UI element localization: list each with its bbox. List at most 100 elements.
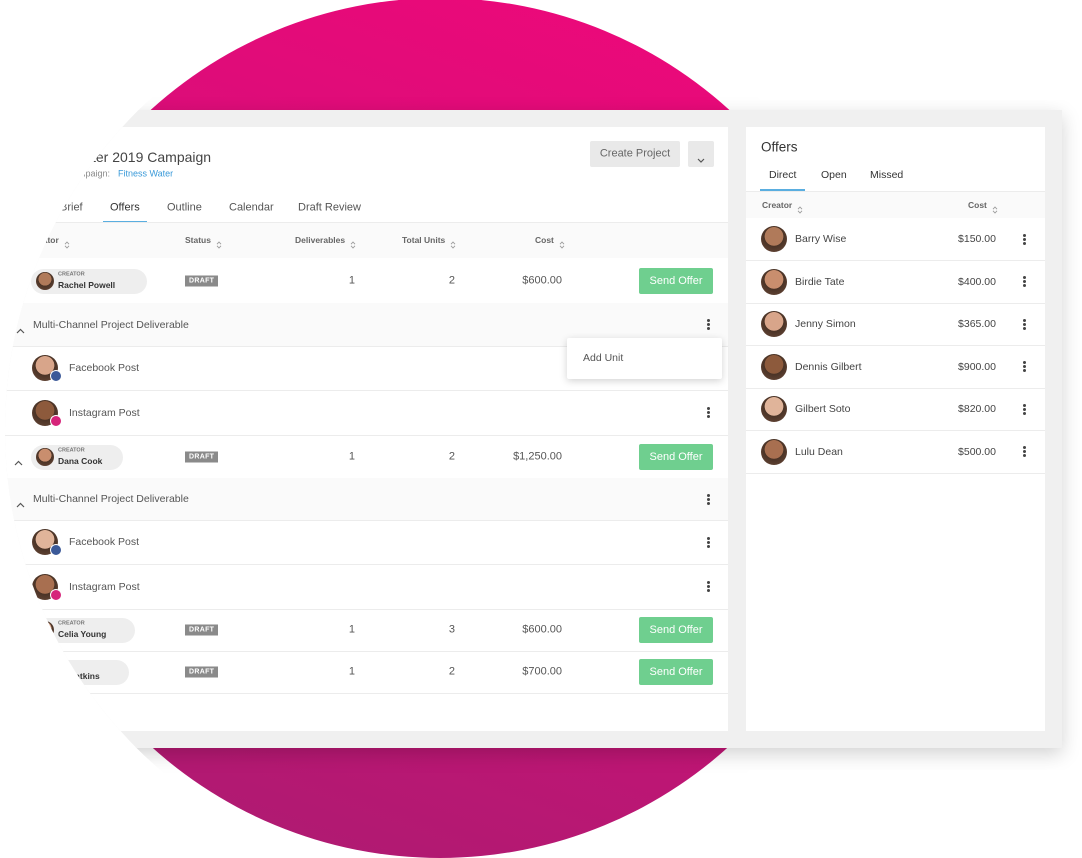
sort-icon [450,236,456,244]
sort-icon-svg [216,241,222,249]
post-label: Instagram Post [69,580,140,593]
create-project-label: Create Project [599,147,671,160]
offer-cost: $365.00 [958,317,996,330]
column-header[interactable]: Status [185,234,211,245]
chevron-down-svg [697,158,705,164]
deliverables: 1 [348,665,355,678]
offer-name: Gilbert Soto [795,402,851,415]
offer-cost: $900.00 [958,360,996,373]
creator-name: ie Watkins [58,670,100,681]
row-divider [0,435,728,436]
chevron-down [697,151,705,157]
offer-cost: $400.00 [958,275,996,288]
offers-header [746,191,1045,218]
send-offer-button[interactable]: Send Offer [639,268,713,294]
row-divider [746,260,1045,261]
offer-name: Barry Wise [795,232,847,245]
menu-item[interactable]: Add Unit [583,351,624,364]
cost: $1,250.00 [513,450,562,462]
row-divider [746,473,1045,474]
avatar [761,311,787,337]
more-menu-button[interactable] [707,323,710,326]
avatar [761,354,787,380]
network-badge [50,370,62,382]
row-divider [0,390,728,391]
avatar [36,272,54,290]
status-badge: DRAFT [185,667,218,678]
offers-tab[interactable]: Missed [870,168,904,181]
deliverables: 1 [348,623,355,636]
more-menu-button[interactable] [707,585,710,588]
collapse-caret-svg [14,633,23,639]
sort-icon-svg [450,241,456,249]
offers-tab[interactable]: Direct [769,168,797,181]
creator-tag: CREATOR [58,446,85,453]
total-units: 2 [448,274,455,286]
sort-icon [559,236,565,244]
tab[interactable]: Calendar [229,201,274,214]
tab[interactable]: Outline [167,201,202,214]
more-menu-button[interactable] [1023,238,1026,241]
avatar [761,269,787,295]
avatar [761,396,787,422]
collapse-caret [14,277,23,283]
collapse-caret-svg [14,675,23,681]
post-label: Facebook Post [69,361,140,374]
sort-icon-svg [350,241,356,249]
column-header[interactable]: Deliverables [295,234,346,245]
total-units: 2 [448,450,455,462]
avatar [761,226,787,252]
avatar [36,621,54,639]
send-offer-button[interactable]: Send Offer [639,444,713,470]
column-header[interactable]: Total Units [402,234,446,245]
more-menu-button[interactable] [707,498,710,501]
offers-tab[interactable]: Open [821,168,847,181]
table-header [0,223,728,258]
status-badge: DRAFT [185,625,218,636]
offer-cost: $820.00 [958,402,996,415]
tab[interactable]: Draft Review [298,201,361,214]
offer-cost: $150.00 [958,232,996,245]
tab[interactable]: Offers [110,201,140,214]
deliverable-label: Multi-Channel Project Deliverable [33,318,189,331]
row-divider [746,388,1045,389]
tab[interactable]: Brief [60,201,83,214]
sort-icon-svg [797,206,803,214]
context-menu [567,338,722,379]
campaign-link[interactable]: Fitness Water [118,168,174,179]
column-header[interactable]: eator [38,234,59,245]
collapse-caret-svg [14,284,23,290]
more-menu-button[interactable] [1023,450,1026,453]
collapse-caret [14,668,23,674]
more-menu-button[interactable] [1023,365,1026,368]
network-badge [50,415,62,427]
collapse-caret-svg [14,460,23,466]
network-badge [50,544,62,556]
column-header[interactable]: Creator [762,199,793,210]
offer-cost: $500.00 [958,445,996,458]
more-menu-button[interactable] [1023,323,1026,326]
send-offer-button[interactable]: Send Offer [639,617,713,643]
avatar [761,439,787,465]
total-units: 3 [448,623,455,636]
active-tab-underline [760,189,805,191]
cost: $600.00 [522,623,562,636]
more-menu-button[interactable] [707,411,710,414]
creator-tag: CREATOR [58,270,85,277]
deliverable-row [0,478,728,520]
more-menu-button[interactable] [707,541,710,544]
more-menu-button[interactable] [1023,280,1026,283]
post-label: Facebook Post [69,535,140,548]
more-menu-button[interactable] [1023,408,1026,411]
row-divider [0,564,728,565]
creator-tag: CREATOR [58,620,85,627]
offer-name: Jenny Simon [795,317,856,330]
row-divider [0,346,728,347]
row-divider [746,303,1045,304]
column-header[interactable]: Cost [535,234,554,245]
deliverables: 1 [348,274,355,286]
create-project-button[interactable] [590,141,680,167]
send-offer-button[interactable]: Send Offer [639,659,713,685]
column-header[interactable]: Cost [968,199,987,210]
